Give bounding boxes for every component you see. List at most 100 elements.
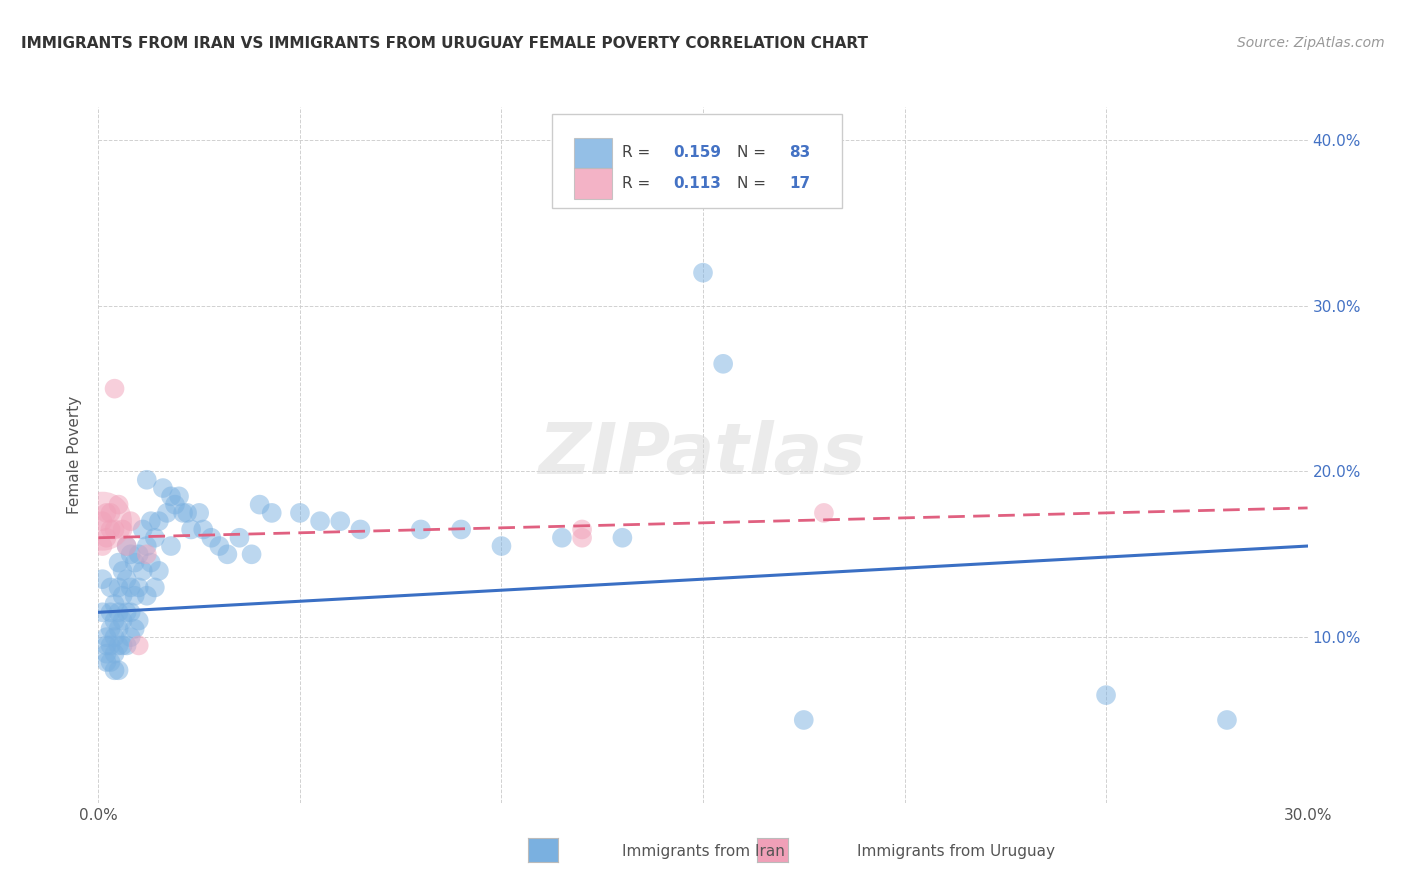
Point — [103, 523, 125, 537]
Point — [103, 597, 125, 611]
Point — [208, 539, 231, 553]
Point — [111, 639, 134, 653]
Point — [128, 614, 150, 628]
Point — [111, 564, 134, 578]
Point — [91, 514, 114, 528]
Text: ZIPatlas: ZIPatlas — [540, 420, 866, 490]
Text: R =: R = — [621, 176, 655, 191]
Point — [96, 647, 118, 661]
Point — [180, 523, 202, 537]
Point — [124, 622, 146, 636]
Point — [107, 605, 129, 619]
Point — [692, 266, 714, 280]
Point — [193, 523, 215, 537]
Point — [128, 547, 150, 561]
Point — [128, 581, 150, 595]
Point — [91, 514, 114, 528]
Text: Source: ZipAtlas.com: Source: ZipAtlas.com — [1237, 36, 1385, 50]
Point — [309, 514, 332, 528]
Point — [135, 547, 157, 561]
Point — [172, 506, 194, 520]
Point — [148, 564, 170, 578]
Point — [124, 589, 146, 603]
Point — [132, 523, 155, 537]
Point — [228, 531, 250, 545]
Point — [103, 382, 125, 396]
FancyBboxPatch shape — [574, 137, 613, 169]
Point — [107, 639, 129, 653]
Point — [120, 514, 142, 528]
Point — [139, 556, 162, 570]
Point — [100, 605, 122, 619]
Point — [96, 639, 118, 653]
Point — [793, 713, 815, 727]
Point — [160, 539, 183, 553]
Point — [200, 531, 222, 545]
Point — [111, 523, 134, 537]
Point — [111, 589, 134, 603]
Point — [107, 663, 129, 677]
Point — [128, 639, 150, 653]
Point — [103, 614, 125, 628]
FancyBboxPatch shape — [574, 168, 613, 199]
Point — [100, 523, 122, 537]
Point — [115, 605, 138, 619]
Text: 83: 83 — [789, 145, 810, 161]
Point — [217, 547, 239, 561]
Point — [240, 547, 263, 561]
Point — [115, 572, 138, 586]
Point — [100, 622, 122, 636]
Point — [115, 639, 138, 653]
Point — [120, 547, 142, 561]
Point — [100, 655, 122, 669]
Point — [143, 581, 166, 595]
Point — [156, 506, 179, 520]
Point — [152, 481, 174, 495]
Point — [115, 539, 138, 553]
Point — [100, 639, 122, 653]
Text: N =: N = — [737, 176, 770, 191]
Point — [120, 605, 142, 619]
Point — [91, 572, 114, 586]
Point — [107, 498, 129, 512]
Point — [551, 531, 574, 545]
Point — [135, 589, 157, 603]
Point — [91, 539, 114, 553]
Point — [167, 489, 190, 503]
Text: 0.113: 0.113 — [673, 176, 721, 191]
Point — [288, 506, 311, 520]
Point — [135, 539, 157, 553]
Text: Immigrants from Uruguay: Immigrants from Uruguay — [858, 845, 1054, 859]
Point — [100, 506, 122, 520]
Point — [163, 498, 186, 512]
Point — [612, 531, 634, 545]
Point — [107, 622, 129, 636]
Point — [143, 531, 166, 545]
Point — [176, 506, 198, 520]
Point — [139, 514, 162, 528]
Text: IMMIGRANTS FROM IRAN VS IMMIGRANTS FROM URUGUAY FEMALE POVERTY CORRELATION CHART: IMMIGRANTS FROM IRAN VS IMMIGRANTS FROM … — [21, 36, 868, 51]
Point — [571, 523, 593, 537]
Point — [711, 357, 734, 371]
Point — [91, 605, 114, 619]
Point — [107, 556, 129, 570]
Point — [571, 531, 593, 545]
Text: Immigrants from Iran: Immigrants from Iran — [621, 845, 785, 859]
Point — [260, 506, 283, 520]
Point — [450, 523, 472, 537]
Point — [491, 539, 513, 553]
FancyBboxPatch shape — [551, 114, 842, 208]
Point — [409, 523, 432, 537]
Point — [135, 473, 157, 487]
Text: R =: R = — [621, 145, 655, 161]
Point — [1216, 713, 1239, 727]
Point — [160, 489, 183, 503]
Y-axis label: Female Poverty: Female Poverty — [67, 396, 83, 514]
Point — [96, 630, 118, 644]
Point — [111, 614, 134, 628]
Text: N =: N = — [737, 145, 770, 161]
Point — [96, 655, 118, 669]
Point — [107, 581, 129, 595]
Point — [148, 514, 170, 528]
Point — [120, 581, 142, 595]
